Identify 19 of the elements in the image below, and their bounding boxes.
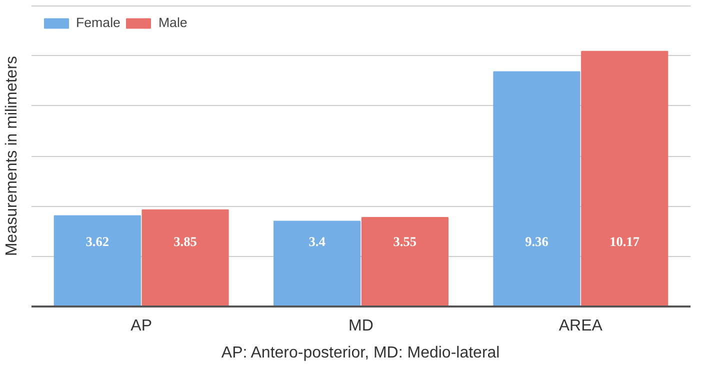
data-label: 3.62 — [86, 234, 110, 249]
data-label: 3.4 — [308, 234, 326, 249]
legend-label: Male — [158, 15, 188, 30]
y-axis-title: Measurements in milimeters — [4, 56, 20, 256]
data-label: 9.36 — [525, 234, 549, 249]
bar — [361, 216, 448, 306]
data-label: 10.17 — [610, 234, 640, 249]
bar — [493, 71, 580, 306]
legend-label: Female — [76, 15, 120, 30]
x-tick-label: AP — [130, 318, 152, 334]
x-tick-label: AREA — [558, 318, 603, 334]
bar — [581, 50, 668, 306]
bar — [274, 220, 361, 306]
text: AP: Antero-posterior, MD: Medio-lateral — [221, 344, 500, 362]
data-label: 3.55 — [393, 234, 417, 249]
bar — [142, 209, 229, 306]
x-tick-label: MD — [348, 318, 374, 334]
data-label: 3.85 — [174, 234, 198, 249]
bar — [54, 215, 141, 306]
